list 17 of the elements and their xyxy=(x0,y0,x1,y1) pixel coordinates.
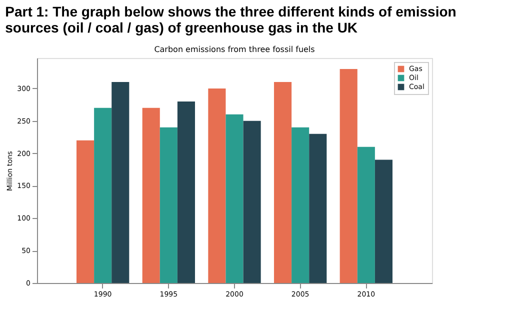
bar xyxy=(94,108,112,283)
bar xyxy=(374,160,392,283)
bar xyxy=(340,69,358,283)
chart-subtitle: Carbon emissions from three fossil fuels xyxy=(154,45,315,54)
bar xyxy=(274,82,292,283)
bar xyxy=(142,108,160,283)
bar xyxy=(226,114,244,283)
bar xyxy=(160,127,178,283)
bar xyxy=(309,134,327,283)
bar xyxy=(112,82,130,283)
bar xyxy=(243,120,261,283)
chart-title: Part 1: The graph below shows the three different kinds of emission sources (oil / coal / gas) of greenhouse gas in the UK xyxy=(5,4,456,36)
bar xyxy=(76,140,94,283)
bar xyxy=(357,146,375,283)
bar xyxy=(177,101,195,283)
bar xyxy=(292,127,310,283)
bar xyxy=(208,88,226,283)
